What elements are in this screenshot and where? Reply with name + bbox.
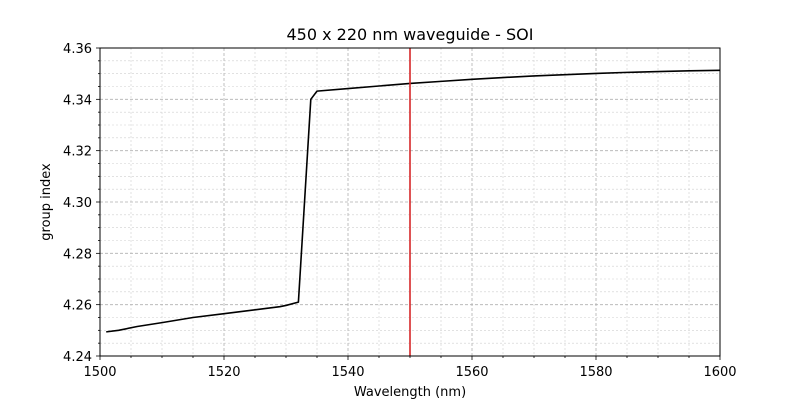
y-axis-title: group index — [39, 163, 54, 241]
x-tick-label: 1600 — [703, 365, 736, 380]
series-layer — [106, 69, 721, 333]
y-tick-label: 4.36 — [63, 42, 92, 57]
x-tick-label: 1540 — [331, 365, 364, 380]
y-tick-labels: 4.24 4.26 4.28 4.30 4.32 4.34 4.36 — [63, 42, 92, 365]
x-tick-labels: 1500 1520 1540 1560 1580 1600 — [83, 365, 736, 380]
x-tick-label: 1520 — [207, 365, 240, 380]
x-tick-label: 1560 — [455, 365, 488, 380]
x-tick-label: 1580 — [579, 365, 612, 380]
y-tick-label: 4.30 — [63, 196, 92, 211]
y-tick-label: 4.24 — [63, 350, 92, 365]
chart-title: 450 x 220 nm waveguide - SOI — [287, 25, 534, 44]
series-line — [106, 69, 721, 333]
tick-marks — [96, 47, 721, 360]
y-tick-label: 4.28 — [63, 247, 92, 262]
x-axis-title: Wavelength (nm) — [354, 385, 466, 400]
y-tick-label: 4.32 — [63, 145, 92, 160]
x-tick-label: 1500 — [83, 365, 116, 380]
y-tick-label: 4.26 — [63, 299, 92, 314]
y-tick-label: 4.34 — [63, 93, 92, 108]
